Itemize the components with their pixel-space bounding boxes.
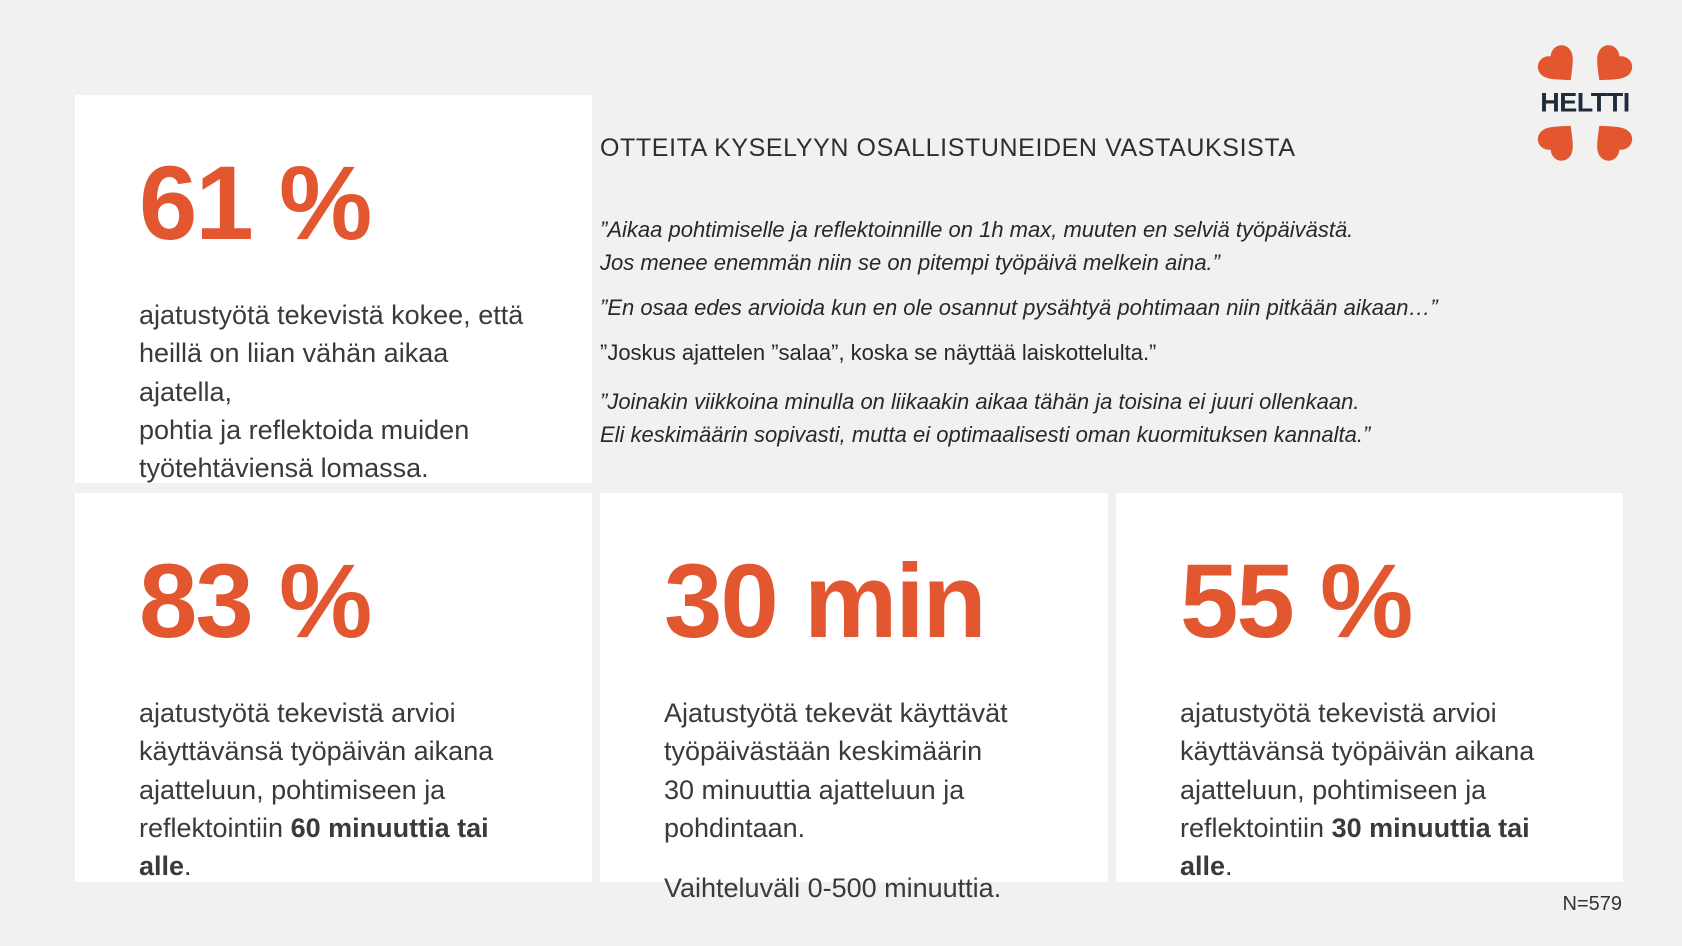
stat-description-text: ajatustyötä tekevistä arvioi käyttävänsä… bbox=[1180, 698, 1535, 843]
stat-description-text: ajatustyötä tekevistä arvioi käyttävänsä… bbox=[139, 698, 494, 843]
heart-icon bbox=[1537, 45, 1573, 81]
stat-description-secondary: Vaihteluväli 0-500 minuuttia. bbox=[664, 869, 1060, 907]
stat-card-83-percent: 83 % ajatustyötä tekevistä arvioi käyttä… bbox=[75, 493, 592, 882]
stat-description: ajatustyötä tekevistä kokee, että heillä… bbox=[139, 296, 544, 488]
heart-icon bbox=[1597, 125, 1633, 161]
stat-description: ajatustyötä tekevistä arvioi käyttävänsä… bbox=[139, 694, 544, 886]
stat-description-bold: 60 minuuttia tai alle bbox=[139, 812, 489, 882]
stat-description-bold: 30 minuuttia tai alle bbox=[1180, 812, 1530, 882]
stat-card-30-min: 30 min Ajatustyötä tekevät käyttävät työ… bbox=[600, 493, 1108, 903]
quote-4: ”Joinakin viikkoina minulla on liikaakin… bbox=[600, 389, 1371, 447]
stat-value: 30 min bbox=[664, 543, 987, 660]
stat-description-end: . bbox=[1225, 851, 1233, 882]
stat-range-text: Vaihteluväli 0-500 minuuttia. bbox=[664, 873, 1002, 904]
heltti-logo: HELTTI bbox=[1535, 44, 1635, 162]
stat-value: 61 % bbox=[139, 145, 372, 262]
stat-description: ajatustyötä tekevistä arvioi käyttävänsä… bbox=[1180, 694, 1575, 886]
quote-2: ”En osaa edes arvioida kun en ole osannu… bbox=[600, 295, 1438, 320]
stat-description-text: ajatustyötä tekevistä kokee, että heillä… bbox=[139, 300, 524, 484]
heart-icon bbox=[1537, 125, 1573, 161]
section-heading: OTTEITA KYSELYYN OSALLISTUNEIDEN VASTAUK… bbox=[600, 134, 1296, 162]
quotes-section: OTTEITA KYSELYYN OSALLISTUNEIDEN VASTAUK… bbox=[600, 133, 1460, 463]
stat-value: 83 % bbox=[139, 543, 372, 660]
stat-card-55-percent: 55 % ajatustyötä tekevistä arvioi käyttä… bbox=[1116, 493, 1623, 882]
sample-size-label: N=579 bbox=[1562, 893, 1623, 915]
quote-1: ”Aikaa pohtimiselle ja reflektoinnille o… bbox=[600, 217, 1354, 275]
stat-value: 55 % bbox=[1180, 543, 1413, 660]
heart-icon bbox=[1597, 45, 1633, 81]
stat-card-61-percent: 61 % ajatustyötä tekevistä kokee, että h… bbox=[75, 95, 592, 483]
stat-description-end: . bbox=[184, 851, 192, 882]
quote-3: ”Joskus ajattelen ”salaa”, koska se näyt… bbox=[600, 340, 1157, 365]
stat-description: Ajatustyötä tekevät käyttävät työpäiväst… bbox=[664, 694, 1060, 847]
logo-wordmark: HELTTI bbox=[1540, 87, 1630, 118]
stat-description-text: Ajatustyötä tekevät käyttävät työpäiväst… bbox=[664, 698, 1008, 843]
